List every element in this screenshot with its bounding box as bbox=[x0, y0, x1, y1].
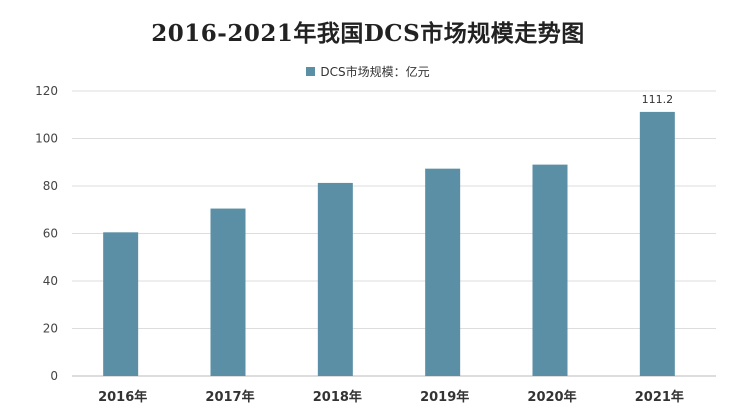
x-tick-label: 2017年 bbox=[205, 389, 254, 405]
y-tick-label: 100 bbox=[35, 132, 58, 146]
legend-label: DCS市场规模：亿元 bbox=[320, 65, 430, 79]
x-tick-label: 2019年 bbox=[420, 389, 469, 405]
legend: DCS市场规模：亿元 bbox=[0, 63, 736, 80]
x-tick-label: 2016年 bbox=[98, 389, 147, 405]
legend-swatch bbox=[306, 67, 316, 76]
y-tick-label: 60 bbox=[43, 227, 58, 241]
y-tick-label: 80 bbox=[43, 179, 58, 193]
y-tick-label: 120 bbox=[35, 84, 58, 98]
bar bbox=[103, 232, 139, 376]
y-tick-label: 40 bbox=[43, 274, 58, 288]
x-tick-label: 2020年 bbox=[527, 389, 576, 405]
bar bbox=[317, 182, 353, 376]
bar bbox=[425, 168, 461, 376]
y-tick-label: 0 bbox=[50, 369, 58, 383]
bar bbox=[639, 111, 675, 377]
data-label: 111.2 bbox=[642, 93, 674, 106]
x-tick-label: 2021年 bbox=[635, 389, 684, 405]
chart-title: 2016-2021年我国DCS市场规模走势图 bbox=[151, 20, 585, 47]
y-tick-label: 20 bbox=[43, 322, 58, 336]
bar bbox=[532, 164, 568, 376]
x-tick-label: 2018年 bbox=[313, 389, 362, 405]
bar bbox=[210, 208, 246, 376]
